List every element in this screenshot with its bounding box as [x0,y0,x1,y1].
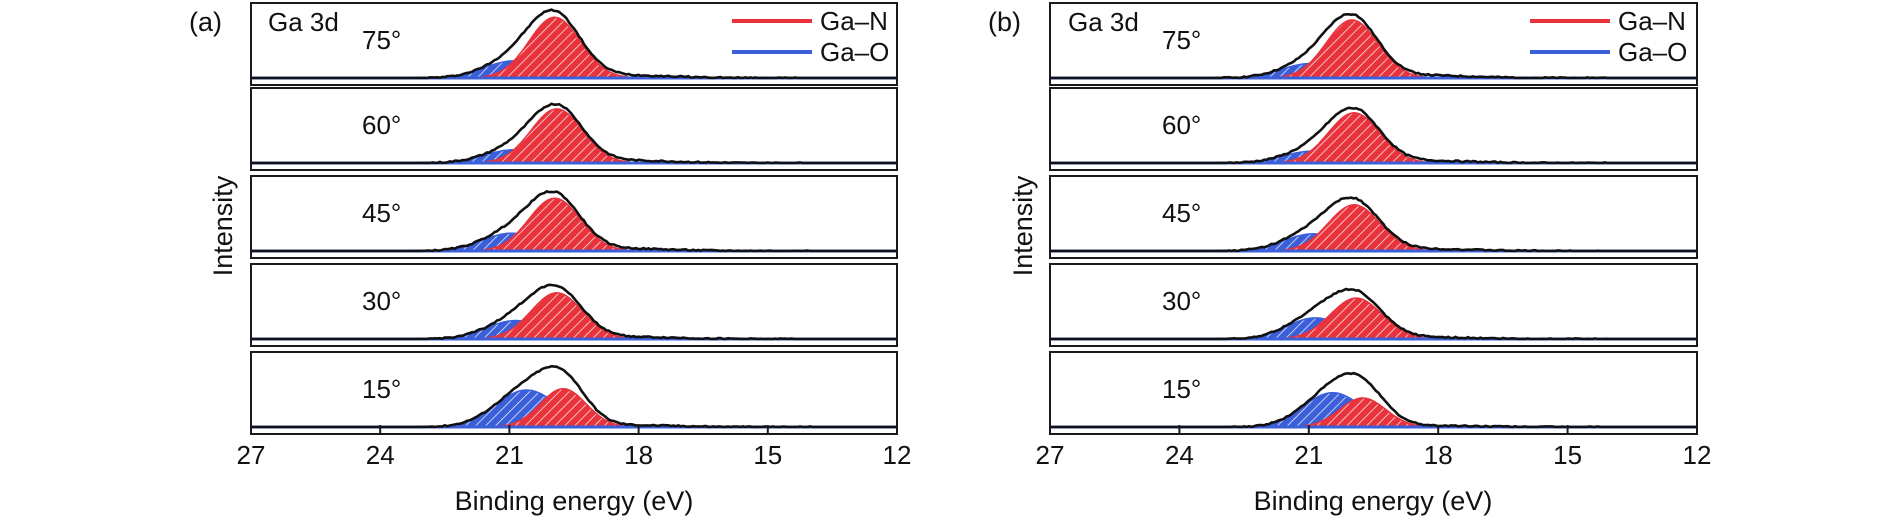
legend: Ga–N Ga–O [732,6,889,67]
y-axis-title: Intensity [1008,175,1038,276]
angle-label: 60° [1162,110,1201,140]
x-tick-label: 18 [1424,440,1453,470]
angle-label: 30° [362,286,401,316]
x-tick-label: 27 [237,440,266,470]
panel-b-x-ticks: 27 24 21 18 15 12 [1036,425,1712,470]
angle-label: 30° [1162,286,1201,316]
ga-n-component [251,387,897,428]
panel-label: (b) [988,7,1021,37]
spectrum-stack: 45° [250,175,898,259]
ga-n-component [251,16,897,79]
x-tick-label: 21 [495,440,524,470]
angle-label: 75° [1162,25,1201,55]
angle-label: 60° [362,110,401,140]
legend-label-ga-o: Ga–O [1618,37,1687,67]
y-axis-title: Intensity [208,175,238,276]
stack-frame [1049,351,1698,435]
spectrum-stack: 15° [1049,351,1698,435]
panel-label: (a) [189,7,222,37]
spectrum-stack: 60° [1049,87,1698,171]
angle-label: 45° [362,198,401,228]
panel-a: (a) Intensity Binding energy (eV) 75° 60°… [189,2,912,516]
spectrum-stack: 75° [250,2,898,86]
envelope-line [251,8,897,80]
spectrum-stack: 45° [1049,175,1698,259]
legend-label-ga-o: Ga–O [820,37,889,67]
x-tick-label: 18 [624,440,653,470]
envelope-line [1050,13,1697,80]
angle-label: 15° [1162,374,1201,404]
envelope-line [251,364,897,429]
envelope-line [251,189,897,253]
angle-label: 15° [362,374,401,404]
stack-frame [1049,263,1698,347]
stack-frame [250,87,898,171]
x-tick-label: 12 [883,440,912,470]
x-tick-label: 21 [1294,440,1323,470]
stack-frame [1049,175,1698,259]
stack-frame [250,263,898,347]
panel-b-stacks: 75° 60° 45° 30° 15° [1049,2,1698,435]
ga-n-component [1050,112,1697,164]
legend-label-ga-n: Ga–N [820,6,888,36]
legend: Ga–N Ga–O [1530,6,1687,67]
x-tick-label: 12 [1683,440,1712,470]
stack-frame [1049,2,1698,86]
x-tick-label: 24 [366,440,395,470]
panel-b: (b) Intensity Binding energy (eV) 75° 60°… [988,2,1712,516]
panel-a-stacks: 75° 60° 45° 30° 15° [250,2,898,435]
x-axis-title: Binding energy (eV) [455,486,694,516]
envelope-line [1050,371,1697,429]
envelope-line [251,102,897,165]
stack-frame [250,351,898,435]
angle-label: 75° [362,25,401,55]
angle-label: 45° [1162,198,1201,228]
legend-label-ga-n: Ga–N [1618,6,1686,36]
envelope-line [251,283,897,341]
envelope-line [1050,287,1697,341]
stack-frame [250,175,898,259]
spectrum-stack: 15° [250,351,898,435]
x-tick-label: 15 [1553,440,1582,470]
x-tick-label: 24 [1165,440,1194,470]
spectrum-stack: 30° [250,263,898,347]
x-tick-label: 15 [753,440,782,470]
spectrum-stack: 75° [1049,2,1698,86]
envelope-line [1050,196,1697,253]
panel-a-x-ticks: 27 24 21 18 15 12 [237,425,912,470]
ga-n-component [1050,397,1697,428]
stack-frame [1049,87,1698,171]
x-axis-title: Binding energy (eV) [1254,486,1493,516]
element-label: Ga 3d [1068,7,1139,37]
envelope-line [1050,106,1697,165]
spectrum-stack: 60° [250,87,898,171]
spectrum-stack: 30° [1049,263,1698,347]
stack-frame [250,2,898,86]
x-tick-label: 27 [1036,440,1065,470]
ga-n-component [1050,19,1697,79]
element-label: Ga 3d [268,7,339,37]
